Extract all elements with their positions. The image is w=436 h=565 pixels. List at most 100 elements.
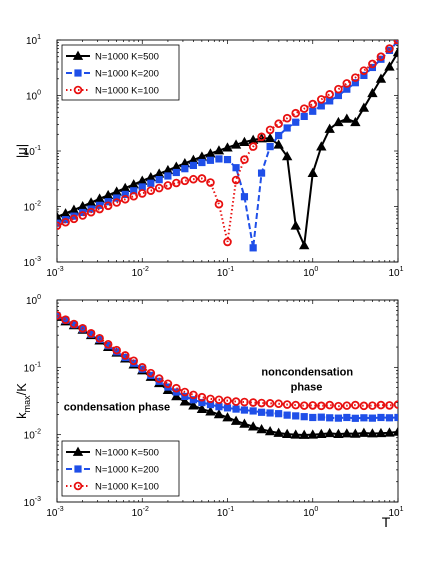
- bottom-data-point: [317, 413, 325, 421]
- bottom-data-point: [265, 399, 275, 408]
- bottom-x-tick-label: 100: [303, 506, 318, 519]
- top-data-point: [130, 187, 138, 195]
- phase-annotation: phase: [291, 382, 323, 394]
- bottom-data-point: [188, 400, 199, 410]
- mu-vs-temperature-panel: 10-3 10-2 10-1 100 101 10-3 10-2 10-1 100 101 |μ| N…: [14, 34, 404, 279]
- bottom-data-point: [290, 429, 301, 439]
- bottom-data-point: [163, 379, 173, 389]
- top-data-point: [367, 87, 378, 98]
- phase-annotation: condensation phase: [64, 401, 170, 413]
- bottom-data-point: [299, 429, 310, 439]
- bottom-data-point: [112, 345, 121, 355]
- top-data-point: [113, 194, 121, 202]
- top-data-point: [147, 179, 155, 187]
- bottom-data-point: [129, 356, 139, 366]
- top-data-point: [214, 199, 224, 209]
- top-data-point: [232, 164, 240, 172]
- top-data-point: [95, 204, 104, 214]
- top-data-point: [181, 165, 189, 173]
- top-data-point: [299, 104, 309, 113]
- top-data-point: [376, 52, 386, 62]
- top-data-point: [239, 136, 250, 146]
- bottom-data-point: [368, 414, 377, 422]
- top-data-point: [240, 193, 249, 201]
- top-data-point: [360, 71, 368, 80]
- top-x-tick-label: 10-2: [132, 266, 149, 279]
- top-legend-marker: [73, 85, 83, 95]
- top-data-point: [384, 61, 395, 71]
- bottom-data-point: [86, 329, 96, 338]
- bottom-data-point: [146, 368, 156, 378]
- bottom-x-tick-label: 10-1: [217, 506, 234, 519]
- top-data-point: [281, 151, 293, 161]
- bottom-data-point: [308, 401, 318, 410]
- top-data-point: [351, 73, 360, 82]
- top-data-point: [292, 118, 300, 126]
- bottom-data-point: [189, 390, 198, 400]
- top-data-point: [300, 112, 308, 121]
- top-data-point: [213, 145, 225, 155]
- bottom-data-point: [316, 428, 327, 438]
- bottom-data-point: [120, 351, 130, 360]
- bottom-data-point: [266, 409, 274, 417]
- bottom-data-point: [359, 401, 369, 411]
- bottom-data-point: [351, 400, 360, 410]
- bottom-data-point: [307, 429, 318, 439]
- bottom-data-point: [154, 374, 164, 383]
- top-data-point: [137, 189, 147, 198]
- top-plot-area: [57, 40, 398, 252]
- top-data-point: [231, 175, 241, 185]
- bottom-data-point: [232, 405, 240, 413]
- top-data-point: [282, 113, 292, 123]
- top-x-tick-label: 101: [388, 266, 403, 279]
- top-data-point: [308, 99, 318, 109]
- bottom-data-point: [95, 333, 104, 343]
- bottom-legend-marker: [73, 481, 83, 491]
- top-data-point: [274, 119, 283, 129]
- top-data-point: [121, 190, 129, 199]
- top-data-point: [248, 142, 258, 151]
- bottom-data-point: [247, 421, 259, 431]
- bottom-data-point: [180, 387, 190, 397]
- top-data-point: [358, 102, 370, 112]
- bottom-data-point: [376, 400, 386, 410]
- top-data-point: [264, 132, 276, 143]
- top-data-point: [359, 66, 369, 75]
- top-legend-label: N=1000 K=200: [95, 69, 159, 80]
- top-data-point: [86, 207, 96, 217]
- top-legend-label: N=1000 K=500: [95, 52, 159, 63]
- bottom-data-point: [206, 394, 215, 404]
- bottom-y-tick-label: 100: [26, 294, 41, 307]
- top-data-point: [375, 73, 387, 83]
- bottom-plot-area: [57, 311, 398, 439]
- bottom-data-point: [385, 414, 394, 422]
- top-data-point: [215, 155, 223, 163]
- bottom-data-point: [377, 413, 385, 422]
- bottom-y-tick-label: 10-1: [24, 361, 41, 374]
- top-data-point: [78, 211, 87, 220]
- top-x-tick-label: 10-1: [217, 266, 234, 279]
- top-data-point: [172, 178, 181, 188]
- top-data-point: [275, 131, 283, 140]
- bottom-data-point: [341, 428, 353, 438]
- top-data-point: [265, 125, 275, 135]
- top-data-point: [189, 161, 197, 170]
- bottom-data-point: [375, 427, 387, 438]
- top-data-point: [317, 95, 326, 104]
- bottom-data-point: [223, 396, 232, 405]
- top-data-point: [206, 156, 215, 164]
- top-data-point: [342, 79, 352, 88]
- top-series-3: [57, 40, 398, 247]
- bottom-y-axis-label: kmax/K: [14, 383, 32, 419]
- bottom-data-point: [222, 412, 233, 422]
- bottom-data-point: [392, 426, 398, 436]
- top-data-point: [385, 44, 394, 53]
- bottom-legend-marker: [72, 446, 84, 456]
- bottom-data-point: [317, 401, 326, 411]
- top-data-point: [129, 191, 139, 201]
- top-data-point: [112, 198, 121, 207]
- bottom-x-tick-label: 101: [388, 506, 403, 519]
- bottom-data-point: [230, 415, 242, 425]
- bottom-data-point: [343, 413, 351, 422]
- bottom-legend-marker: [74, 465, 82, 473]
